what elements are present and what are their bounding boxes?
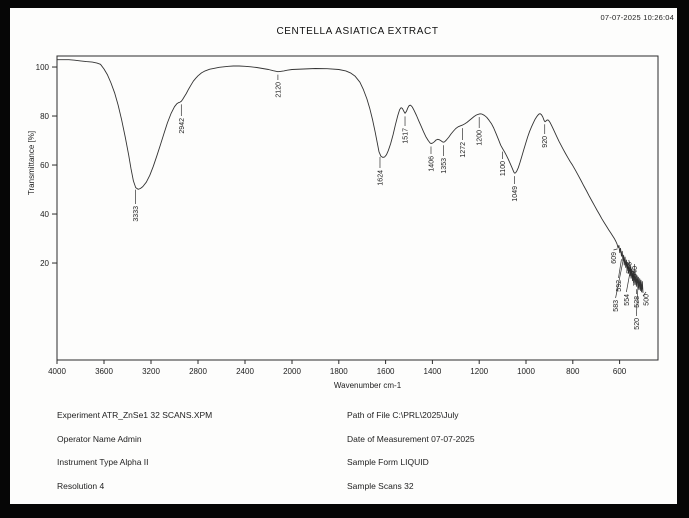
x-axis-tick-label: 1600 (377, 367, 395, 376)
meta-experiment: Experiment ATR_ZnSe1 32 SCANS.XPM (57, 410, 213, 420)
y-axis-title: Transmittance [%] (27, 131, 36, 195)
x-axis-tick-label: 600 (613, 367, 627, 376)
meta-sample-scans: Sample Scans 32 (347, 480, 414, 491)
peak-label: 1353 (441, 158, 448, 174)
peak-label: 609 (611, 252, 618, 264)
peak-label: 1272 (460, 142, 467, 158)
peak-label: 592 (616, 280, 623, 292)
y-axis-tick-label: 40 (40, 210, 49, 219)
peak-label: 920 (542, 136, 549, 148)
metadata-left-column: Experiment ATR_ZnSe1 32 SCANS.XPM Operat… (57, 410, 347, 491)
y-axis-tick-label: 20 (40, 259, 49, 268)
peak-label: 1049 (512, 186, 519, 202)
x-axis-tick-label: 2400 (236, 367, 254, 376)
peak-leader-line (633, 263, 635, 286)
meta-instrument-type: Instrument Type Alpha II (57, 457, 149, 467)
x-axis-tick-label: 1000 (517, 367, 535, 376)
x-axis-tick-label: 2800 (189, 367, 207, 376)
metadata-right-column: Path of File C:\PRL\2025\July Date of Me… (347, 410, 657, 491)
peak-leader-line (642, 291, 647, 297)
peak-label: 540 (632, 266, 639, 278)
meta-measurement-date: Date of Measurement 07-07-2025 (347, 433, 475, 444)
peak-leader-line (628, 259, 633, 272)
x-axis-tick-label: 1800 (330, 367, 348, 376)
peak-leader-line (618, 259, 622, 279)
x-axis-tick-label: 1400 (424, 367, 442, 376)
x-axis-tick-label: 800 (566, 367, 580, 376)
meta-file-path: Path of File C:\PRL\2025\July (347, 410, 459, 420)
peak-label: 2942 (179, 118, 186, 134)
y-axis-tick-label: 100 (36, 63, 50, 72)
peak-leader-line (613, 248, 618, 251)
peak-label: 1406 (428, 156, 435, 172)
meta-resolution: Resolution 4 (57, 480, 105, 491)
peak-label: 548 (626, 262, 633, 274)
peak-label: 1100 (500, 161, 507, 176)
metadata-panel: Experiment ATR_ZnSe1 32 SCANS.XPM Operat… (57, 410, 657, 491)
print-timestamp: 07-07-2025 10:26:04 (600, 13, 674, 22)
meta-operator-name: Operator Name Admin (57, 433, 142, 444)
peak-label: 520 (634, 318, 641, 330)
x-axis-tick-label: 3600 (95, 367, 113, 376)
spectrum-curve (57, 59, 644, 293)
report-page: 07-07-2025 10:26:04 CENTELLA ASIATICA EX… (10, 8, 677, 504)
peak-label: 1624 (377, 170, 384, 186)
peak-label: 2120 (275, 82, 282, 98)
x-axis-tick-label: 1200 (470, 367, 488, 376)
x-axis-tick-label: 4000 (48, 367, 66, 376)
peak-label: 1200 (477, 130, 484, 146)
peak-leader-line (615, 258, 624, 299)
peak-label: 554 (624, 294, 631, 306)
x-axis-tick-label: 2000 (283, 367, 301, 376)
y-axis-tick-label: 80 (40, 112, 49, 121)
peak-label: 500 (644, 294, 651, 306)
ftir-spectrum-chart: 100 80 60 40 20 4000 3600 3200 2800 2400 2000 1800 1… (27, 55, 659, 390)
x-axis-tick-label: 3200 (142, 367, 160, 376)
peak-leader-line (626, 270, 631, 293)
peak-label: 3333 (133, 206, 140, 222)
x-axis-title: Wavenumber cm-1 (334, 381, 402, 390)
chart-title: CENTELLA ASIATICA EXTRACT (276, 26, 439, 37)
peak-label: 1517 (403, 128, 410, 144)
meta-sample-form: Sample Form LIQUID (347, 457, 429, 467)
plot-border (56, 55, 659, 361)
y-axis-tick-label: 60 (40, 161, 49, 170)
peak-label: 583 (613, 300, 620, 312)
peak-leader-line (635, 280, 639, 317)
